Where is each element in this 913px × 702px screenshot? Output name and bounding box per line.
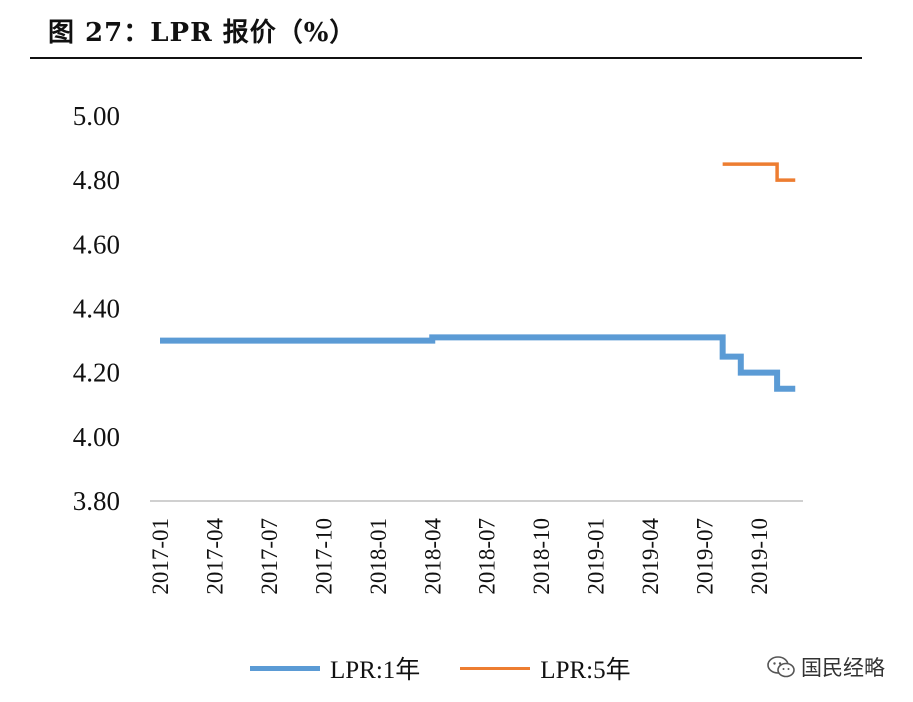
x-tick-label: 2019-07 [693, 518, 718, 595]
legend-swatch-lpr-1y [250, 665, 320, 671]
x-axis-ticks: 2017-01 2017-04 2017-07 2017-10 2018-01 2018-… [148, 518, 772, 595]
x-tick-label: 2019-01 [584, 518, 609, 595]
series-lines [160, 162, 796, 392]
figure-title: 图 27：LPR 报价（%） [48, 18, 357, 48]
y-tick-label: 4.20 [73, 358, 120, 388]
watermark-text: 国民经略 [801, 656, 885, 680]
watermark: 国民经略 [767, 652, 885, 682]
x-tick-label: 2017-10 [311, 518, 336, 595]
x-tick-label: 2018-04 [420, 518, 445, 595]
y-tick-label: 4.40 [73, 294, 120, 324]
y-tick-label: 4.00 [73, 422, 120, 452]
title-rule [30, 57, 862, 59]
legend-label-lpr-5y: LPR:5年 [540, 657, 631, 684]
x-tick-label: 2018-07 [475, 518, 500, 595]
y-tick-label: 4.60 [73, 229, 120, 259]
wechat-icon [767, 656, 795, 678]
legend-item-lpr-5y: LPR:5年 [460, 650, 631, 686]
x-tick-label: 2018-01 [366, 518, 391, 595]
y-axis-ticks: 5.00 4.80 4.60 4.40 4.20 4.00 3.80 [73, 101, 120, 516]
legend-item-lpr-1y: LPR:1年 [250, 650, 420, 686]
legend-swatch-lpr-5y [460, 666, 531, 670]
x-tick-label: 2019-04 [638, 518, 663, 595]
y-tick-label: 5.00 [73, 101, 120, 131]
x-tick-label: 2017-07 [257, 518, 282, 595]
x-tick-label: 2019-10 [747, 518, 772, 595]
x-tick-label: 2018-10 [529, 518, 554, 595]
x-tick-label: 2017-01 [148, 518, 173, 595]
legend: LPR:1年 LPR:5年 [250, 650, 671, 686]
series-line-lpr-1y [160, 334, 796, 392]
y-tick-label: 3.80 [73, 486, 120, 516]
legend-label-lpr-1y: LPR:1年 [330, 657, 421, 684]
x-tick-label: 2017-04 [202, 518, 227, 595]
y-tick-label: 4.80 [73, 165, 120, 195]
series-line-lpr-5y [722, 162, 796, 182]
